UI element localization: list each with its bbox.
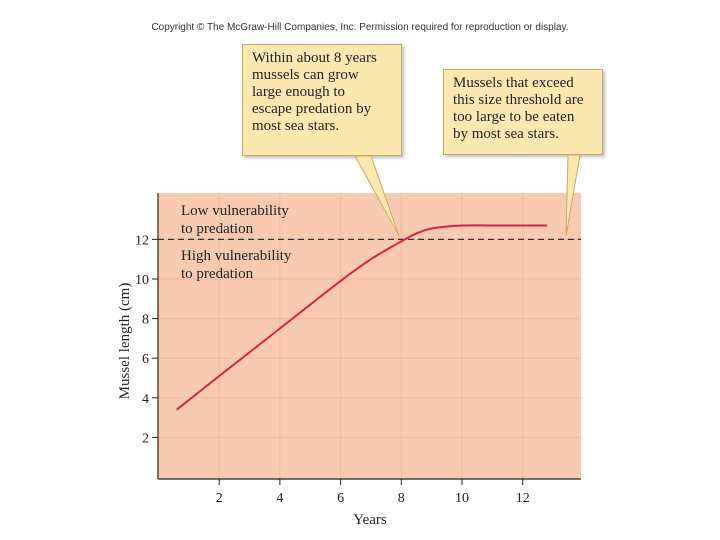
plot-background: [158, 193, 581, 479]
callout-growth: Within about 8 years mussels can grow la…: [242, 44, 402, 156]
callout-line: large enough to: [252, 84, 346, 100]
y-tick-label: 12: [135, 233, 149, 248]
callout-line: this size threshold are: [453, 92, 584, 108]
y-tick-label: 10: [135, 273, 149, 288]
callout-line: Within about 8 years: [252, 50, 377, 66]
zone-label-high: to predation: [181, 266, 254, 282]
y-tick-label: 6: [142, 352, 149, 367]
callout-pointer: [565, 154, 581, 237]
zone-label-high: High vulnerability: [181, 248, 292, 264]
callout-line: Mussels that exceed: [453, 75, 574, 91]
callout-line: mussels can grow: [252, 67, 359, 83]
x-tick-label: 8: [398, 491, 405, 506]
growth-curve: [176, 224, 547, 411]
x-tick-label: 12: [516, 491, 530, 506]
copyright-notice: Copyright © The McGraw-Hill Companies, I…: [151, 22, 569, 33]
y-axis-title: Mussel length (cm): [117, 283, 133, 400]
callout-line: by most sea stars.: [453, 126, 559, 142]
callout-line: most sea stars.: [252, 118, 340, 134]
callout-threshold: Mussels that exceed this size threshold …: [443, 69, 603, 155]
callout-line: too large to be eaten: [453, 109, 575, 125]
x-tick-label: 4: [276, 491, 283, 506]
zone-label-low: to predation: [181, 221, 254, 237]
x-axis-title: Years: [353, 512, 387, 528]
x-tick-label: 10: [455, 491, 469, 506]
x-tick-label: 6: [337, 491, 344, 506]
y-tick-label: 8: [142, 313, 149, 328]
x-tick-label: 2: [216, 491, 223, 506]
y-tick-label: 2: [142, 431, 149, 446]
callout-line: escape predation by: [252, 101, 372, 117]
callout-pointer: [354, 155, 400, 237]
zone-label-low: Low vulnerability: [181, 203, 289, 219]
y-tick-label: 4: [142, 392, 149, 407]
